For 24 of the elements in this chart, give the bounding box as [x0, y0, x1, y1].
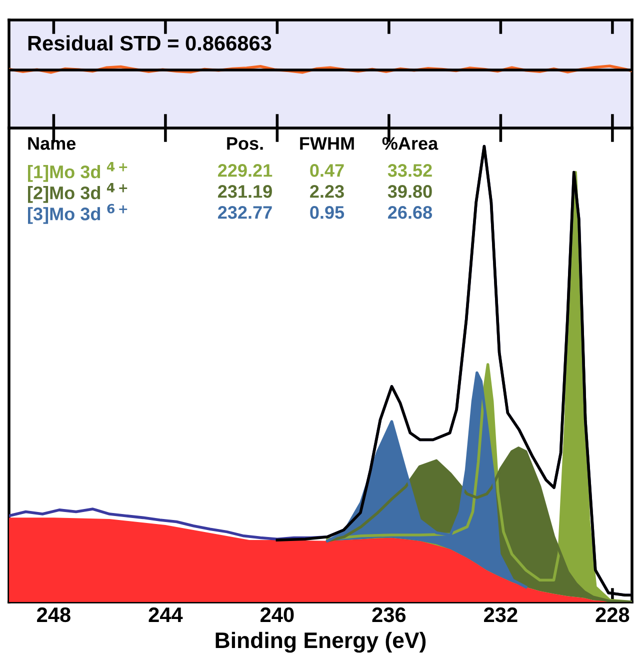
annotation: 0.47: [310, 164, 344, 177]
annotation: 232.77: [218, 206, 272, 219]
x-tick-label: 244: [148, 607, 183, 622]
annotation: 39.80: [388, 185, 432, 198]
x-axis-title: Binding Energy (eV): [216, 632, 426, 653]
text: [2]Mo 3d $^{4+}$: [28, 182, 128, 203]
x-tick-label: 228: [596, 607, 630, 622]
annotation: Name: [28, 137, 76, 150]
annotation: FWHM: [300, 137, 354, 150]
x-tick-label: 232: [484, 607, 518, 622]
x-tick-label: 236: [372, 607, 406, 622]
text: Residual STD = 0.866863: [28, 35, 272, 51]
annotation: 0.95: [310, 206, 344, 219]
x-tick-label: 240: [260, 607, 294, 622]
text: [3]Mo 3d $^{6+}$: [28, 204, 128, 224]
annotation: 229.21: [218, 164, 272, 177]
annotation: 26.68: [388, 206, 432, 219]
x-tick-label: 248: [37, 607, 70, 622]
text: [1]Mo 3d $^{4+}$: [28, 162, 128, 182]
annotation: Pos.: [227, 137, 263, 150]
annotation: 231.19: [218, 185, 272, 198]
annotation: 33.52: [388, 164, 432, 177]
annotation: 2.23: [310, 185, 344, 198]
annotation: %Area: [382, 137, 438, 150]
